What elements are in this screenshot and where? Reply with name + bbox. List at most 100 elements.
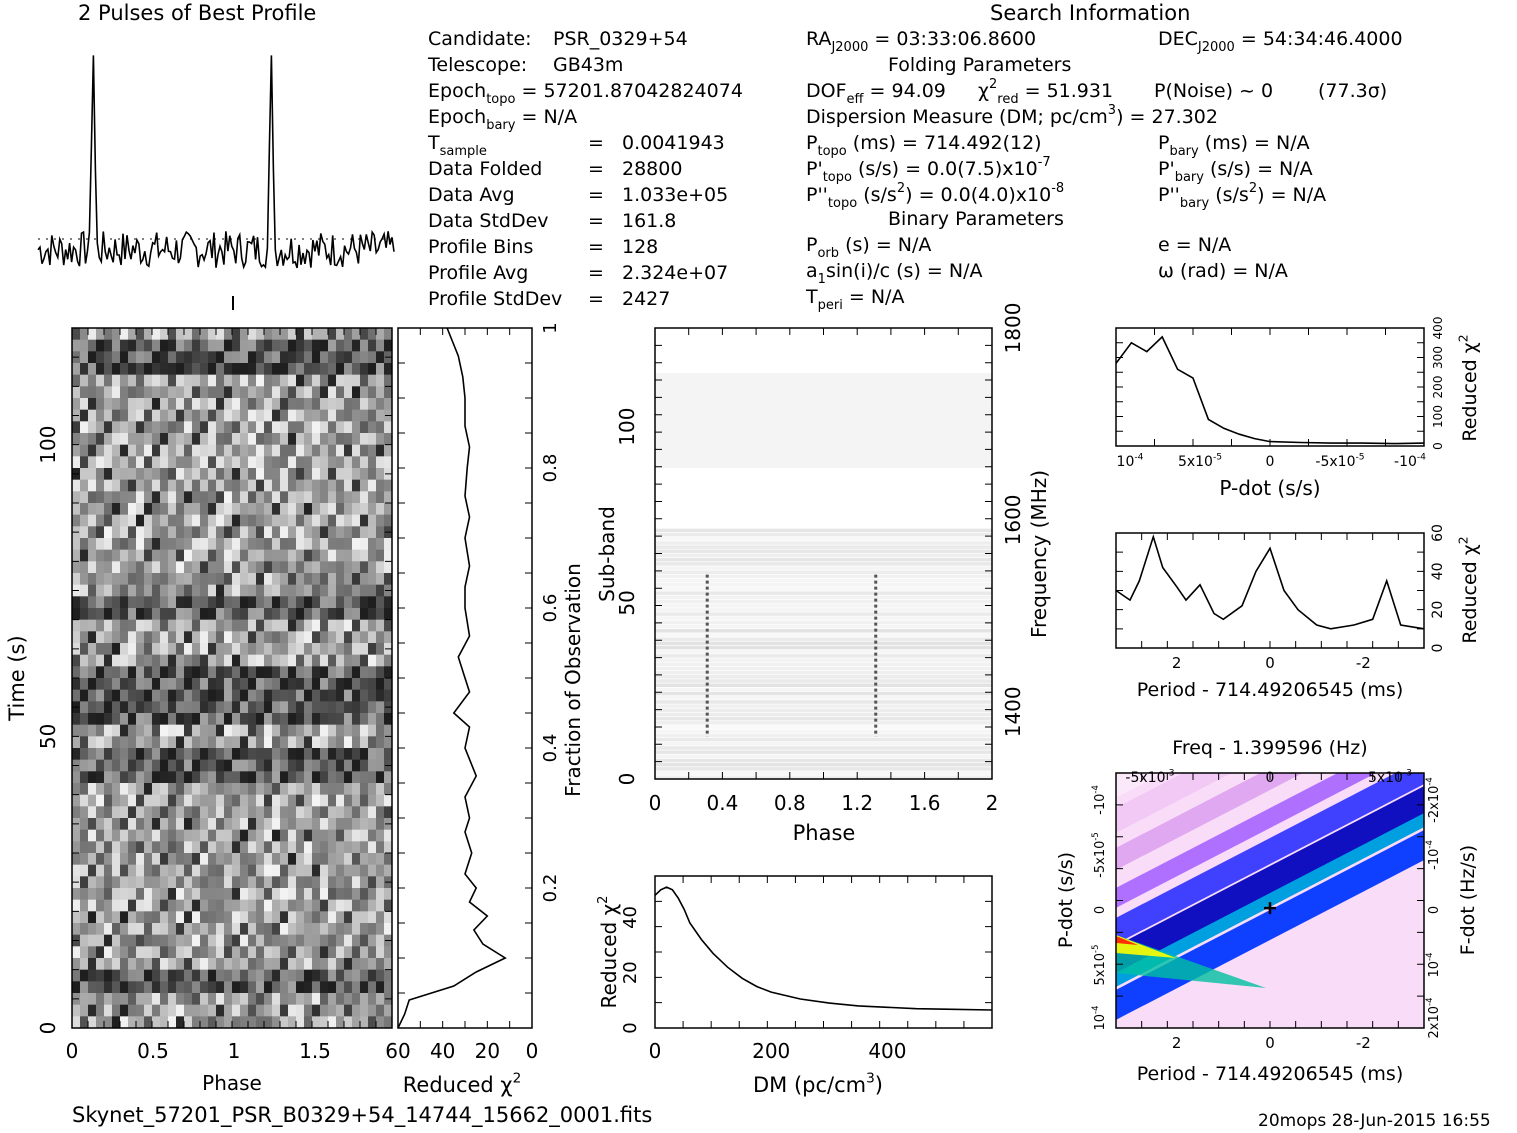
time-phase-cell	[376, 643, 385, 656]
period-ytick: 40	[1430, 562, 1446, 580]
time-phase-cell	[288, 456, 297, 469]
time-phase-xtick: 0	[66, 1039, 79, 1063]
time-phase-cell	[208, 386, 217, 399]
time-phase-cell	[152, 876, 161, 889]
time-phase-cell	[296, 899, 305, 912]
time-phase-cell	[240, 514, 249, 527]
ppd-peak-region	[1116, 935, 1266, 988]
time-phase-cell	[280, 491, 289, 504]
time-phase-cell	[320, 829, 329, 842]
time-phase-cell	[128, 1004, 137, 1017]
chi-red: χ2red = 51.931	[978, 77, 1114, 107]
time-phase-cell	[128, 864, 137, 877]
time-phase-cell	[176, 958, 185, 971]
time-phase-cell	[152, 759, 161, 772]
subband-xlabel: Phase	[793, 821, 856, 845]
time-phase-cell	[104, 841, 113, 854]
time-phase-cell	[208, 456, 217, 469]
subband-row	[655, 629, 992, 633]
time-phase-cell	[288, 573, 297, 586]
pdot-xtick: 10-4	[1117, 453, 1144, 470]
time-phase-cell	[272, 479, 281, 492]
time-phase-cell	[368, 526, 377, 539]
time-phase-cell	[216, 958, 225, 971]
time-phase-cell	[256, 386, 265, 399]
dm-line	[654, 886, 993, 1011]
pdot-xtick: -10-4	[1394, 453, 1426, 470]
time-phase-cell	[216, 328, 225, 341]
time-phase-cell	[272, 923, 281, 936]
time-phase-cell	[360, 911, 369, 924]
time-phase-cell	[256, 584, 265, 597]
time-phase-cell	[296, 596, 305, 609]
subband-row	[655, 725, 992, 729]
time-phase-cell	[248, 619, 257, 632]
time-phase-cell	[384, 748, 393, 761]
time-phase-cell	[272, 584, 281, 597]
time-phase-cell	[224, 619, 233, 632]
time-phase-cell	[224, 934, 233, 947]
time-phase-cell	[112, 701, 121, 714]
ppd-y2tick: 10-4	[1424, 953, 1442, 978]
time-phase-cell	[288, 771, 297, 784]
time-phase-cell	[344, 596, 353, 609]
subband-panel: 0 0.4 0.8 1.2 1.6 2050100140016001800PhaseSub…	[595, 303, 1051, 845]
time-phase-cell	[144, 748, 153, 761]
time-phase-cell	[160, 479, 169, 492]
subband-row	[655, 670, 992, 675]
subband-row	[655, 541, 992, 545]
ppd-ticks	[1116, 773, 1424, 1028]
time-phase-cell	[240, 783, 249, 796]
subband-row	[655, 537, 992, 541]
time-phase-cell	[368, 608, 377, 621]
time-phase-cell	[168, 433, 177, 446]
time-phase-cell	[320, 468, 329, 481]
time-phase-cell	[376, 736, 385, 749]
time-phase-cell	[352, 678, 361, 691]
subband-row	[655, 750, 992, 754]
time-phase-cell	[240, 818, 249, 831]
time-phase-cell	[168, 876, 177, 889]
time-phase-cell	[272, 386, 281, 399]
time-phase-xlabel: Phase	[202, 1071, 262, 1095]
time-phase-cell	[352, 596, 361, 609]
ppd-y2tick: 2x10-4	[1424, 998, 1442, 1039]
time-phase-cell	[344, 514, 353, 527]
time-phase-cell	[104, 1004, 113, 1017]
time-phase-cell	[72, 491, 81, 504]
time-phase-cell	[312, 841, 321, 854]
time-phase-cell	[320, 386, 329, 399]
time-phase-cell	[280, 899, 289, 912]
time-phase-cell	[192, 608, 201, 621]
time-phase-cell	[272, 818, 281, 831]
time-phase-cell	[184, 479, 193, 492]
time-phase-cell	[280, 678, 289, 691]
time-phase-cell	[208, 771, 217, 784]
time-phase-cell	[360, 689, 369, 702]
time-phase-cell	[72, 736, 81, 749]
time-phase-cell	[256, 351, 265, 364]
time-phase-cell	[184, 853, 193, 866]
time-phase-cell	[264, 923, 273, 936]
time-phase-cell	[192, 841, 201, 854]
time-phase-cell	[216, 713, 225, 726]
time-phase-cell	[200, 911, 209, 924]
time-phase-cell	[304, 421, 313, 434]
time-phase-cell	[112, 1016, 121, 1029]
time-phase-cell	[328, 841, 337, 854]
time-phase-cell	[240, 433, 249, 446]
time-phase-cell	[312, 363, 321, 376]
time-phase-cell	[288, 538, 297, 551]
time-phase-cell	[320, 608, 329, 621]
time-phase-cell	[384, 561, 393, 574]
time-phase-cell	[352, 888, 361, 901]
time-phase-cell	[320, 666, 329, 679]
time-phase-cell	[328, 1016, 337, 1029]
time-phase-cell	[256, 701, 265, 714]
time-phase-cell	[304, 363, 313, 376]
time-phase-cell	[264, 724, 273, 737]
time-phase-cell	[144, 689, 153, 702]
time-phase-cell	[112, 491, 121, 504]
info-row-eq: =	[588, 288, 604, 310]
